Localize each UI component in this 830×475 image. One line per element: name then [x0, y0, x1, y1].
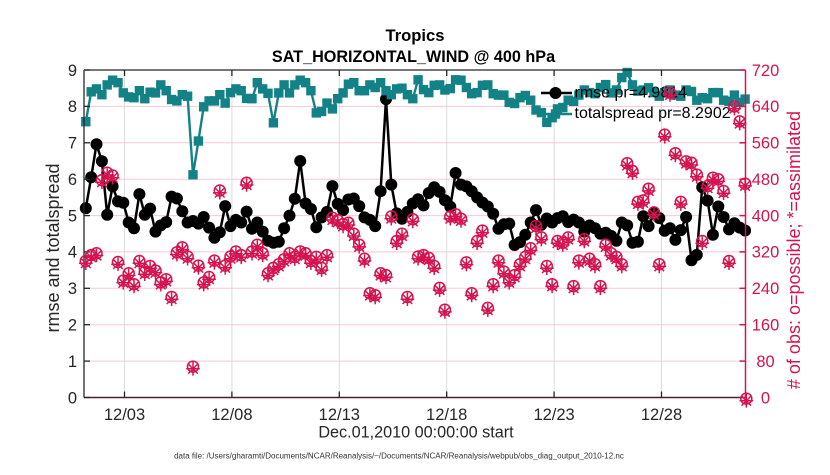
svg-text:480: 480 — [752, 171, 780, 189]
svg-text:rmse and totalspread: rmse and totalspread — [43, 163, 63, 332]
svg-text:640: 640 — [752, 98, 780, 116]
svg-text:6: 6 — [68, 171, 77, 189]
svg-text:7: 7 — [68, 135, 77, 153]
svg-text:12/13: 12/13 — [319, 406, 360, 424]
svg-text:12/18: 12/18 — [426, 406, 467, 424]
svg-text:160: 160 — [752, 317, 780, 335]
svg-text:2: 2 — [68, 317, 77, 335]
svg-text:9: 9 — [68, 62, 77, 80]
svg-text:rmse pr=4.9814: rmse pr=4.9814 — [575, 84, 688, 101]
svg-text:# of obs: o=possible; *=assimi: # of obs: o=possible; *=assimilated — [784, 111, 804, 389]
svg-text:8: 8 — [68, 98, 77, 116]
svg-text:720: 720 — [752, 62, 780, 80]
svg-text:240: 240 — [752, 280, 780, 298]
svg-text:4: 4 — [68, 244, 77, 262]
svg-text:12/28: 12/28 — [641, 406, 682, 424]
svg-text:0: 0 — [68, 389, 77, 407]
svg-text:0: 0 — [761, 389, 770, 407]
svg-text:Dec.01,2010 00:00:00 start: Dec.01,2010 00:00:00 start — [318, 424, 514, 442]
svg-text:12/08: 12/08 — [211, 406, 252, 424]
svg-text:80: 80 — [756, 353, 774, 371]
svg-text:400: 400 — [752, 207, 780, 225]
svg-text:SAT_HORIZONTAL_WIND @ 400 hPa: SAT_HORIZONTAL_WIND @ 400 hPa — [272, 48, 556, 66]
svg-text:1: 1 — [68, 353, 77, 371]
svg-text:totalspread pr=8.2902: totalspread pr=8.2902 — [575, 105, 731, 122]
svg-text:12/03: 12/03 — [104, 406, 145, 424]
svg-text:5: 5 — [68, 207, 77, 225]
svg-text:560: 560 — [752, 135, 780, 153]
svg-text:data file: /Users/gharamti/Doc: data file: /Users/gharamti/Documents/NCA… — [174, 452, 624, 461]
svg-text:3: 3 — [68, 280, 77, 298]
svg-text:12/23: 12/23 — [533, 406, 574, 424]
svg-text:Tropics: Tropics — [385, 26, 444, 45]
svg-text:320: 320 — [752, 244, 780, 262]
